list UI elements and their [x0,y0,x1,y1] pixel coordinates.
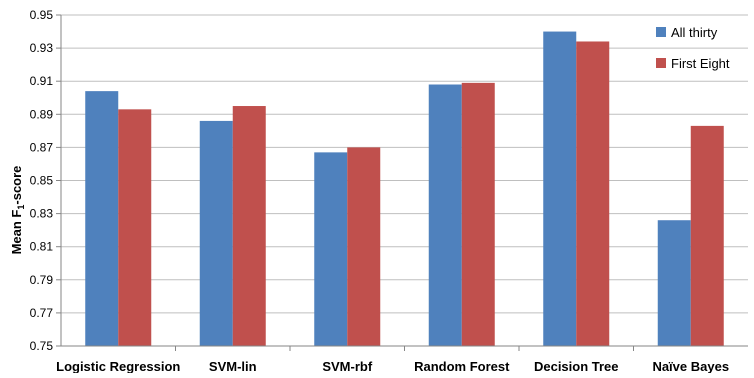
gridlines [61,14,748,347]
bar-first-eight [232,106,266,347]
x-tick-label: Logistic Regression [56,359,180,373]
y-tick-label: 0.81 [30,240,54,254]
legend-label: First Eight [671,56,730,71]
bar-all-thirty [314,152,348,346]
y-tick-label: 0.77 [30,306,54,320]
y-axis-label-suffix: -score [9,166,24,205]
y-tick-labels: 0.95 0.93 0.91 0.89 0.87 0.85 0.83 0.81 0.79 0.77… [30,8,61,353]
bar-first-eight [461,82,495,346]
legend-label: All thirty [671,25,718,40]
x-tick-label: Random Forest [414,359,510,373]
bar-all-thirty [199,120,233,346]
legend-swatch [656,58,666,68]
y-tick-label: 0.91 [30,74,54,88]
bar-first-eight [690,125,724,346]
bar-all-thirty [85,91,119,346]
bar-first-eight [347,147,381,346]
bars [85,31,724,347]
bar-all-thirty [543,31,577,347]
bar-first-eight [118,109,152,347]
y-tick-label: 0.95 [30,8,54,22]
bar-first-eight [576,41,610,346]
y-tick-label: 0.79 [30,273,54,287]
y-tick-label: 0.75 [30,339,54,353]
legend-swatch [656,27,666,37]
y-tick-label: 0.93 [30,41,54,55]
bar-all-thirty [657,220,691,346]
x-tick-label: Decision Tree [534,359,619,373]
x-tick-label: SVM-lin [209,359,257,373]
y-axis-label-subscript: 1 [16,205,26,210]
legend: All thirty First Eight [656,25,730,71]
x-tick-labels: Logistic Regression SVM-lin SVM-rbf Random … [56,346,729,374]
x-tick-label: Naïve Bayes [652,359,729,373]
y-tick-label: 0.83 [30,207,54,221]
y-axis-label-main: Mean F [9,210,24,255]
y-tick-label: 0.85 [30,174,54,188]
x-tick-label: SVM-rbf [322,359,373,373]
y-tick-label: 0.89 [30,107,54,121]
y-axis-label: Mean F1-score [9,166,26,255]
bar-all-thirty [428,84,462,346]
y-tick-label: 0.87 [30,140,54,154]
